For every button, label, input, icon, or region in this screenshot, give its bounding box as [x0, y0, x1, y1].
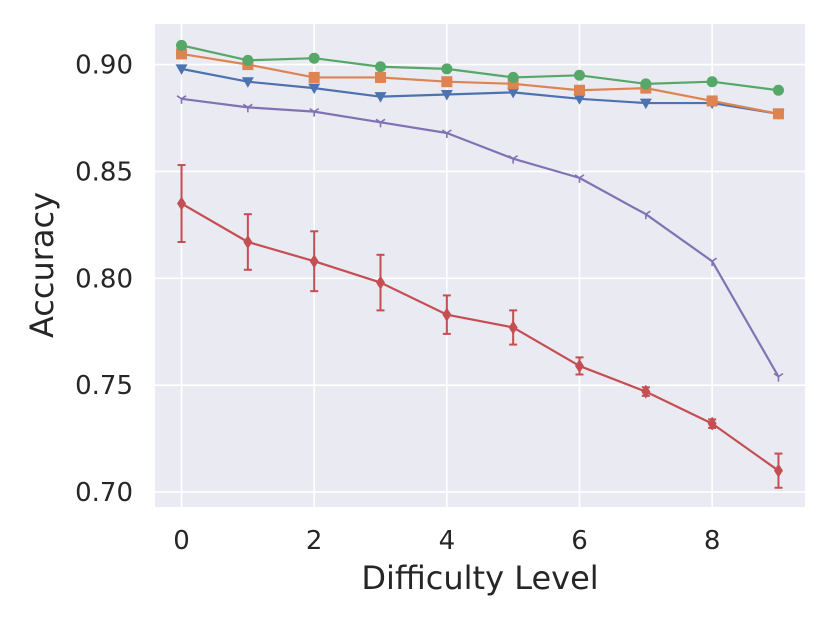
marker-stroke: [574, 174, 580, 179]
series-2-line: [181, 52, 779, 115]
marker-stroke: [313, 107, 320, 113]
series-5: [176, 95, 784, 382]
series-3-point: [640, 78, 652, 90]
series-4-point: [376, 275, 386, 290]
series-5-point: [508, 154, 519, 164]
series-1-point: [440, 90, 453, 101]
series-4-line: [180, 202, 780, 472]
x-tick-label: 0: [173, 526, 190, 556]
marker-stroke: [512, 154, 519, 160]
marker-stroke: [242, 103, 249, 109]
series-2-point: [441, 76, 453, 88]
series-3-point: [573, 69, 585, 81]
series-2-point: [176, 48, 188, 60]
series-4-point: [707, 416, 717, 431]
marker-stroke: [380, 118, 386, 123]
series-4-point: [574, 358, 584, 373]
marker-stroke: [181, 95, 187, 100]
y-tick-label: 0.75: [75, 371, 133, 401]
series-2-point: [706, 95, 718, 107]
marker-stroke: [579, 174, 585, 179]
marker-stroke: [640, 210, 647, 215]
series-5-point: [375, 118, 386, 128]
series-4: [177, 164, 783, 489]
series-1-line: [181, 67, 779, 115]
y-tick-label: 0.85: [75, 157, 133, 187]
series-2-point: [375, 71, 387, 83]
series-3-point: [375, 61, 387, 73]
series-5-point: [242, 103, 253, 113]
series-4-point: [442, 307, 452, 322]
series-3-point: [706, 76, 718, 88]
marker-stroke: [773, 372, 779, 378]
series-1-point: [241, 77, 254, 88]
series-5-point: [773, 372, 784, 382]
series-4-point: [177, 196, 187, 211]
series-4-point: [243, 234, 253, 249]
series-3-point: [507, 71, 519, 83]
x-tick-label: 6: [571, 526, 588, 556]
series-5-point: [309, 107, 320, 117]
series-4-point: [309, 254, 319, 269]
marker-stroke: [645, 210, 651, 215]
series-2-point: [308, 71, 320, 83]
series-1-point: [573, 94, 586, 105]
marker-stroke: [176, 95, 182, 100]
x-tick-label: 4: [439, 526, 456, 556]
series-2-point: [507, 78, 519, 90]
marker-stroke: [707, 257, 713, 262]
series-1-point: [374, 92, 387, 103]
series-4-point: [773, 463, 783, 478]
y-tick-label: 0.70: [75, 478, 133, 508]
series-3-point: [242, 54, 254, 66]
series-4-point: [508, 320, 518, 335]
plot-area: [155, 24, 805, 507]
series-1-point: [639, 98, 652, 110]
series-5-point: [441, 129, 452, 138]
series-1-point: [175, 64, 188, 75]
series-3-point: [308, 52, 320, 64]
series-3-point: [176, 39, 188, 51]
y-tick-label: 0.90: [75, 51, 133, 81]
marker-stroke: [508, 154, 514, 160]
series-2-point: [772, 108, 784, 120]
marker-stroke: [778, 372, 784, 378]
marker-stroke: [711, 257, 718, 262]
y-tick-label: 0.80: [75, 264, 133, 294]
series-1-point: [308, 83, 321, 95]
x-axis-label: Difficulty Level: [361, 559, 598, 597]
series-5-line: [181, 97, 780, 378]
marker-stroke: [309, 107, 315, 113]
series-3-line: [181, 44, 779, 92]
series-1-point: [507, 87, 520, 99]
x-tick-label: 2: [306, 526, 323, 556]
y-axis-label: Accuracy: [23, 192, 61, 338]
series-5-point: [176, 95, 187, 104]
marker-stroke: [446, 129, 452, 134]
series-3-point: [772, 84, 784, 96]
x-tick-label: 8: [704, 526, 721, 556]
series-5-point: [574, 174, 585, 183]
marker-stroke: [441, 129, 448, 134]
series-5-point: [640, 210, 651, 220]
marker-stroke: [375, 118, 381, 123]
series-5-point: [707, 257, 718, 267]
tick-labels: 0 2 4 6 8 0.70 0.75 0.80 0.85 0.90: [75, 51, 720, 556]
series-3-point: [441, 63, 453, 75]
marker-stroke: [247, 103, 253, 109]
series-2-point: [573, 84, 585, 96]
series-3: [176, 39, 784, 96]
series-layer: [175, 39, 785, 489]
series-4-point: [641, 384, 651, 399]
